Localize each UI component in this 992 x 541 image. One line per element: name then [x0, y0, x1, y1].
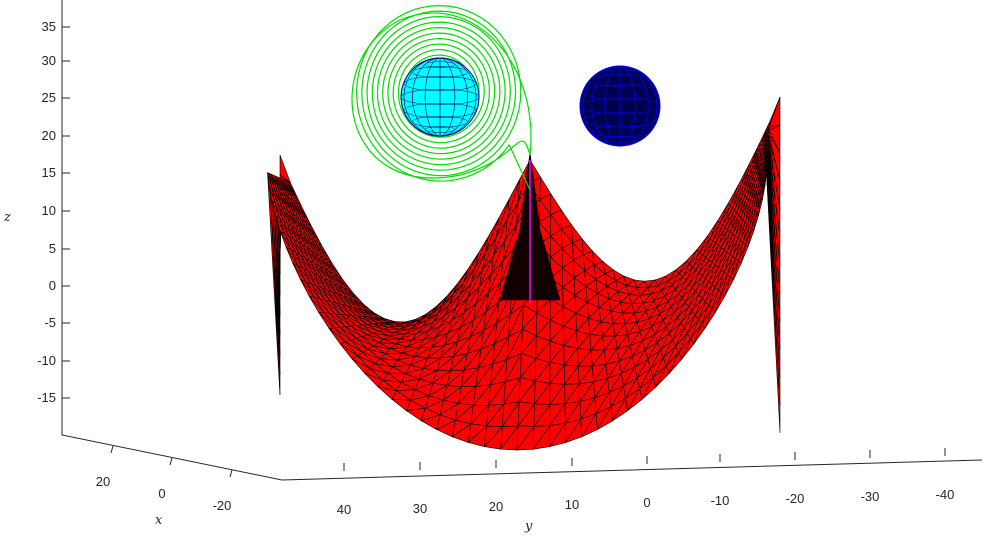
z-tick-label: 10: [42, 203, 56, 218]
x-tick-label: -20: [213, 498, 232, 513]
z-tick-label: -10: [37, 353, 56, 368]
red-surface: [267, 96, 781, 451]
y-axis-label: y: [524, 519, 533, 534]
y-tick-label: -40: [936, 487, 955, 502]
spheres: [400, 57, 661, 147]
cyan-sphere-latitude: [403, 76, 477, 92]
z-tick-label: 30: [42, 53, 56, 68]
navy-sphere-meridian: [582, 65, 658, 147]
x-tick-label: 20: [96, 474, 110, 489]
y-tick-label: -30: [861, 489, 880, 504]
x-axis-label: x: [155, 513, 163, 528]
z-tick-label: 15: [42, 165, 56, 180]
x-tick-mark: [110, 445, 114, 454]
z-tick-label: 35: [42, 19, 56, 34]
surface-facet: [768, 96, 781, 127]
cyan-sphere: [400, 57, 480, 137]
y-tick-label: -10: [711, 493, 730, 508]
y-tick-label: -20: [786, 491, 805, 506]
navy-sphere: [579, 65, 661, 147]
cyan-sphere-latitude: [400, 88, 480, 106]
navy-sphere-latitude: [604, 135, 636, 143]
z-tick-label: 0: [49, 278, 56, 293]
spiral-path: [355, 4, 531, 191]
y-tick-label: 40: [337, 502, 351, 517]
z-axis-label: z: [3, 210, 11, 225]
x-tick-mark: [229, 469, 233, 478]
z-tick-label: 20: [42, 128, 56, 143]
axis-frame: [61, 0, 983, 481]
y-tick-label: 20: [489, 499, 503, 514]
navy-sphere-latitude: [579, 97, 661, 115]
navy-sphere-latitude: [582, 84, 658, 100]
axes-lines: [61, 0, 983, 481]
navy-sphere-latitude: [604, 69, 636, 77]
green-spiral-trajectory: [351, 4, 532, 191]
x-tick-mark: [169, 457, 173, 466]
navy-sphere-latitude: [582, 112, 658, 128]
cyan-sphere-latitude: [403, 102, 477, 118]
z-tick-label: -5: [44, 315, 56, 330]
z-tick-label: 25: [42, 90, 56, 105]
cyan-sphere-latitude: [424, 126, 456, 133]
spiral-outer-loop: [351, 12, 532, 179]
cyan-sphere-meridian: [403, 57, 477, 137]
cyan-sphere-latitude: [424, 61, 456, 68]
z-tick-label: -15: [37, 390, 56, 405]
y-tick-label: 30: [413, 501, 427, 516]
y-tick-label: 0: [643, 495, 650, 510]
surface-facet: [766, 172, 781, 434]
x-tick-label: 0: [158, 486, 165, 501]
axis-ticks: 35 30 25 20 15 10 5 0 -5 -10 -15 40 30 20 10 0 -10 -20 -30…: [37, 19, 954, 517]
y-tick-label: 10: [565, 497, 579, 512]
z-tick-label: 5: [49, 241, 56, 256]
